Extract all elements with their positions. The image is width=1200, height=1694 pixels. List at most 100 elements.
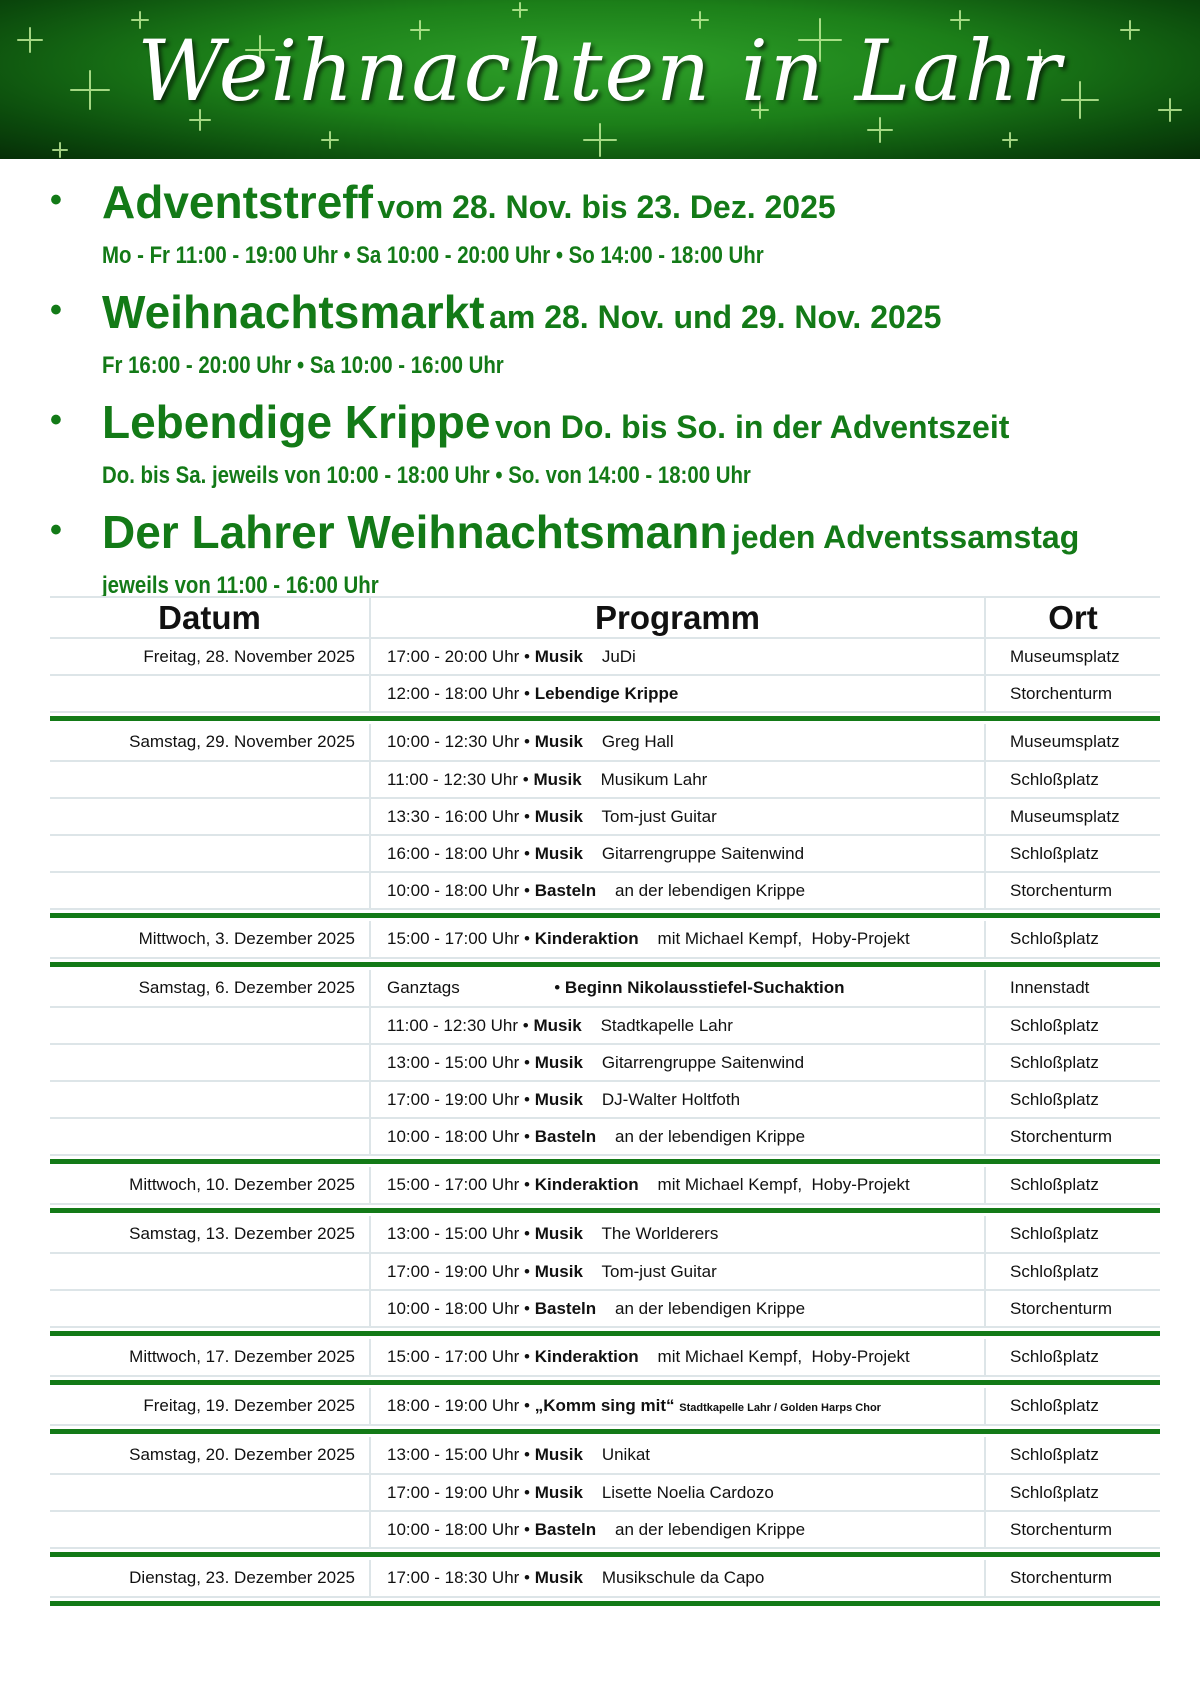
group-divider	[50, 712, 1160, 724]
program-detail: Greg Hall	[601, 732, 674, 751]
table-row: Samstag, 29. November 2025 10:00 - 12:30 …	[50, 724, 1160, 762]
program-cell: 17:00 - 19:00 Uhr • Musik Lisette Noelia…	[370, 1474, 986, 1512]
place-cell: Schloßplatz	[985, 1081, 1160, 1119]
program-time: 15:00 - 17:00 Uhr •	[387, 1175, 530, 1194]
header-datum: Datum	[50, 596, 371, 639]
divider-line	[50, 712, 1160, 724]
program-type: Lebendige Krippe	[534, 683, 679, 703]
program-cell: 17:00 - 18:30 Uhr • Musik Musikschule da…	[370, 1560, 986, 1598]
group-divider	[50, 1376, 1160, 1388]
event-name: Weihnachtsmarkt	[102, 286, 485, 338]
program-type: Kinderaktion	[534, 1175, 639, 1194]
divider-line	[50, 958, 1160, 970]
sparkle-icon	[1002, 132, 1018, 148]
group-divider	[50, 1425, 1160, 1437]
program-type: Musik	[534, 732, 583, 751]
place-cell: Storchenturm	[985, 1560, 1160, 1598]
program-time: 10:00 - 18:00 Uhr •	[387, 1126, 530, 1146]
program-cell: 16:00 - 18:00 Uhr • Musik Gitarrengruppe…	[370, 835, 986, 873]
table-row: Dienstag, 23. Dezember 2025 17:00 - 18:30…	[50, 1560, 1160, 1598]
place-cell: Museumsplatz	[985, 638, 1160, 676]
date-cell	[50, 1118, 371, 1156]
divider-line	[50, 1548, 1160, 1560]
program-detail: Gitarrengruppe Saitenwind	[601, 1052, 805, 1072]
divider-line	[50, 909, 1160, 921]
program-type: Musik	[534, 1261, 583, 1281]
program-cell: Ganztags • Beginn Nikolausstiefel-Suchak…	[370, 970, 986, 1008]
program-time: 10:00 - 18:00 Uhr •	[387, 880, 530, 900]
program-detail: DJ-Walter Holtfoth	[601, 1089, 741, 1109]
date-cell: Freitag, 19. Dezember 2025	[50, 1388, 371, 1426]
date-cell: Mittwoch, 17. Dezember 2025	[50, 1339, 371, 1377]
event-times: jeweils von 11:00 - 16:00 Uhr	[102, 572, 379, 599]
event-list: • Adventstreff vom 28. Nov. bis 23. Dez. …	[50, 175, 1170, 615]
program-detail: Musikschule da Capo	[601, 1568, 765, 1587]
place-cell: Schloßplatz	[985, 1044, 1160, 1082]
program-type: Musik	[534, 806, 583, 826]
table-row: Freitag, 19. Dezember 2025 18:00 - 19:00 …	[50, 1388, 1160, 1426]
date-cell: Samstag, 13. Dezember 2025	[50, 1216, 371, 1254]
program-time: 13:00 - 15:00 Uhr •	[387, 1445, 530, 1464]
date-cell	[50, 1290, 371, 1328]
program-detail: an der lebendigen Krippe	[615, 1519, 806, 1539]
date-cell: Samstag, 6. Dezember 2025	[50, 970, 371, 1008]
program-cell: 18:00 - 19:00 Uhr • „Komm sing mit“ Stad…	[370, 1388, 986, 1426]
date-cell: Freitag, 28. November 2025	[50, 638, 371, 676]
program-detail: mit Michael Kempf, Hoby-Projekt	[657, 929, 910, 948]
table-row: 17:00 - 19:00 Uhr • Musik DJ-Walter Holt…	[50, 1081, 1160, 1119]
date-cell	[50, 872, 371, 910]
program-detail: Musikum Lahr	[600, 769, 708, 789]
program-type: Kinderaktion	[534, 929, 639, 948]
program-cell: 13:00 - 15:00 Uhr • Musik The Worlderers	[370, 1216, 986, 1254]
header-banner: Weihnachten in Lahr	[0, 0, 1200, 159]
event-dates: vom 28. Nov. bis 23. Dez. 2025	[377, 189, 836, 225]
date-cell	[50, 1081, 371, 1119]
program-time: 15:00 - 17:00 Uhr •	[387, 1347, 530, 1366]
date-cell	[50, 1511, 371, 1549]
program-time: Ganztags •	[387, 978, 561, 997]
program-type: Musik	[534, 1482, 583, 1502]
program-cell: 13:00 - 15:00 Uhr • Musik Gitarrengruppe…	[370, 1044, 986, 1082]
program-type: Kinderaktion	[534, 1347, 639, 1366]
bullet-icon: •	[50, 181, 62, 219]
program-cell: 15:00 - 17:00 Uhr • Kinderaktion mit Mic…	[370, 921, 986, 959]
event-times: Do. bis Sa. jeweils von 10:00 - 18:00 Uh…	[102, 462, 751, 489]
program-detail: an der lebendigen Krippe	[615, 1126, 806, 1146]
program-type: Musik	[534, 646, 583, 666]
bullet-icon: •	[50, 401, 62, 439]
group-divider	[50, 1597, 1160, 1609]
place-cell: Storchenturm	[985, 675, 1160, 713]
program-detail: Unikat	[601, 1445, 650, 1464]
event-item: • Der Lahrer Weihnachtsmann jeden Advents…	[50, 505, 1170, 601]
event-name: Adventstreff	[102, 176, 373, 228]
place-cell: Schloßplatz	[985, 1388, 1160, 1426]
program-detail: The Worlderers	[601, 1224, 719, 1243]
group-divider	[50, 1548, 1160, 1560]
table-row: Mittwoch, 17. Dezember 2025 15:00 - 17:00…	[50, 1339, 1160, 1377]
program-time: 12:00 - 18:00 Uhr •	[387, 683, 530, 703]
group-divider	[50, 1155, 1160, 1167]
place-cell: Schloßplatz	[985, 1216, 1160, 1254]
program-cell: 10:00 - 18:00 Uhr • Basteln an der leben…	[370, 1511, 986, 1549]
date-cell	[50, 798, 371, 836]
program-time: 13:00 - 15:00 Uhr •	[387, 1052, 530, 1072]
program-time: 13:00 - 15:00 Uhr •	[387, 1224, 530, 1243]
program-type: Musik	[534, 1568, 583, 1587]
place-cell: Storchenturm	[985, 1118, 1160, 1156]
sparkle-icon	[321, 131, 339, 149]
date-cell	[50, 761, 371, 799]
header-ort: Ort	[985, 596, 1160, 639]
table-row: 11:00 - 12:30 Uhr • Musik Stadtkapelle L…	[50, 1007, 1160, 1045]
program-time: 10:00 - 12:30 Uhr •	[387, 732, 530, 751]
program-time: 13:30 - 16:00 Uhr •	[387, 806, 530, 826]
program-type: Basteln	[534, 1298, 597, 1318]
table-row: 13:30 - 16:00 Uhr • Musik Tom-just Guita…	[50, 798, 1160, 836]
program-time: 18:00 - 19:00 Uhr •	[387, 1396, 530, 1415]
place-cell: Schloßplatz	[985, 835, 1160, 873]
page-title: Weihnachten in Lahr	[137, 22, 1063, 120]
program-type: Musik	[534, 843, 583, 863]
place-cell: Museumsplatz	[985, 798, 1160, 836]
event-item: • Lebendige Krippe von Do. bis So. in der…	[50, 395, 1170, 491]
program-type: Beginn Nikolausstiefel-Suchaktion	[564, 978, 845, 997]
place-cell: Innenstadt	[985, 970, 1160, 1008]
